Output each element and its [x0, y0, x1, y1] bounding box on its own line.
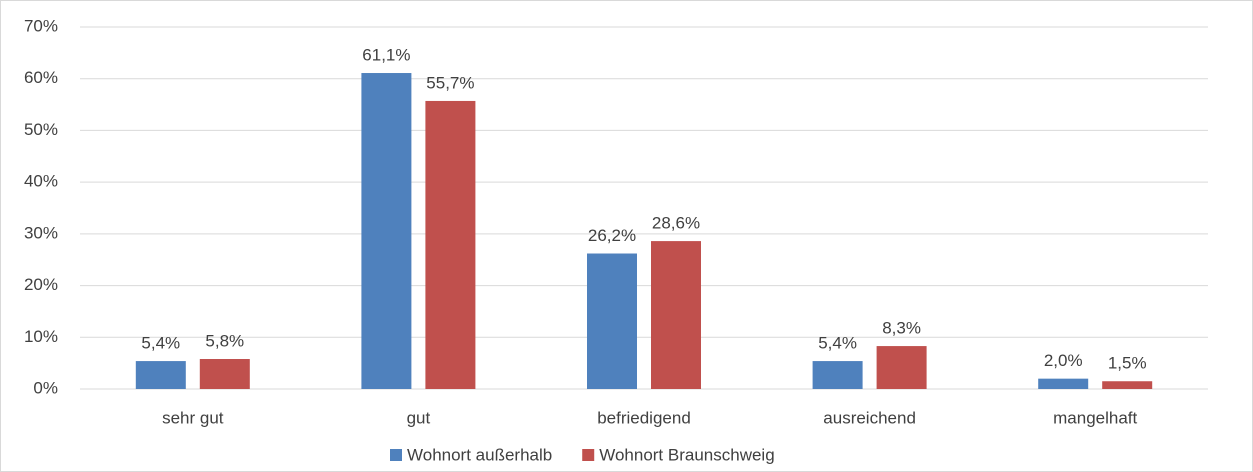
x-tick-label: gut	[407, 408, 431, 427]
bar	[812, 361, 863, 389]
bar	[1102, 381, 1153, 389]
y-tick-label: 0%	[33, 378, 58, 397]
data-label: 5,8%	[205, 331, 244, 350]
x-tick-label: sehr gut	[162, 408, 224, 427]
bar	[361, 73, 412, 390]
legend-label: Wohnort Braunschweig	[599, 445, 774, 464]
data-label: 28,6%	[652, 214, 700, 233]
y-tick-label: 30%	[24, 223, 58, 242]
data-label: 8,3%	[882, 319, 921, 338]
legend-label: Wohnort außerhalb	[407, 445, 552, 464]
y-tick-label: 50%	[24, 120, 58, 139]
bar	[135, 361, 186, 389]
y-tick-label: 10%	[24, 327, 58, 346]
bar	[876, 346, 927, 389]
x-tick-label: mangelhaft	[1053, 408, 1137, 427]
bar	[199, 359, 250, 389]
y-tick-label: 70%	[24, 16, 58, 35]
bar	[425, 100, 476, 390]
legend-swatch	[582, 449, 595, 461]
data-label: 55,7%	[426, 73, 474, 92]
data-label: 2,0%	[1044, 351, 1083, 370]
data-label: 26,2%	[588, 226, 636, 245]
x-tick-label: ausreichend	[823, 408, 916, 427]
y-tick-label: 40%	[24, 172, 58, 191]
bar	[651, 241, 701, 389]
data-label: 1,5%	[1108, 354, 1147, 373]
x-tick-label: befriedigend	[597, 408, 691, 427]
data-label: 5,4%	[141, 334, 180, 353]
y-tick-label: 20%	[24, 275, 58, 294]
y-tick-label: 60%	[24, 68, 58, 87]
bar	[587, 253, 637, 389]
data-label: 5,4%	[818, 334, 857, 353]
legend-swatch	[390, 449, 402, 461]
data-label: 61,1%	[362, 46, 410, 65]
bar	[1038, 378, 1089, 389]
